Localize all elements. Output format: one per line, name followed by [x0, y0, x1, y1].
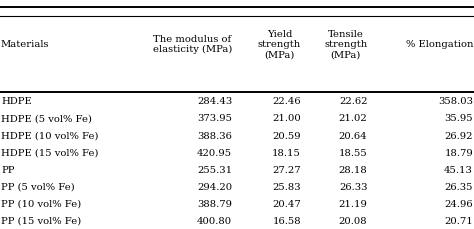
Text: 26.92: 26.92 — [445, 131, 473, 141]
Text: 18.79: 18.79 — [444, 149, 473, 158]
Text: PP: PP — [1, 166, 14, 175]
Text: 420.95: 420.95 — [197, 149, 232, 158]
Text: 400.80: 400.80 — [197, 217, 232, 226]
Text: 26.33: 26.33 — [339, 183, 367, 192]
Text: 25.83: 25.83 — [273, 183, 301, 192]
Text: PP (10 vol% Fe): PP (10 vol% Fe) — [1, 200, 81, 209]
Text: Materials: Materials — [1, 40, 49, 49]
Text: 255.31: 255.31 — [197, 166, 232, 175]
Text: 373.95: 373.95 — [197, 114, 232, 123]
Text: 20.59: 20.59 — [273, 131, 301, 141]
Text: 24.96: 24.96 — [445, 200, 473, 209]
Text: HDPE (5 vol% Fe): HDPE (5 vol% Fe) — [1, 114, 92, 123]
Text: 21.00: 21.00 — [272, 114, 301, 123]
Text: 284.43: 284.43 — [197, 97, 232, 106]
Text: 294.20: 294.20 — [197, 183, 232, 192]
Text: The modulus of
elasticity (MPa): The modulus of elasticity (MPa) — [153, 35, 232, 55]
Text: 26.35: 26.35 — [445, 183, 473, 192]
Text: 21.02: 21.02 — [338, 114, 367, 123]
Text: 45.13: 45.13 — [444, 166, 473, 175]
Text: 27.27: 27.27 — [273, 166, 301, 175]
Text: PP (5 vol% Fe): PP (5 vol% Fe) — [1, 183, 75, 192]
Text: 20.08: 20.08 — [339, 217, 367, 226]
Text: 22.46: 22.46 — [273, 97, 301, 106]
Text: 21.19: 21.19 — [338, 200, 367, 209]
Text: Tensile
strength
(MPa): Tensile strength (MPa) — [324, 30, 367, 60]
Text: 22.62: 22.62 — [339, 97, 367, 106]
Text: 20.71: 20.71 — [444, 217, 473, 226]
Text: 35.95: 35.95 — [445, 114, 473, 123]
Text: HDPE (15 vol% Fe): HDPE (15 vol% Fe) — [1, 149, 99, 158]
Text: 18.15: 18.15 — [272, 149, 301, 158]
Text: Yield
strength
(MPa): Yield strength (MPa) — [258, 30, 301, 60]
Text: 20.47: 20.47 — [272, 200, 301, 209]
Text: 20.64: 20.64 — [339, 131, 367, 141]
Text: 18.55: 18.55 — [338, 149, 367, 158]
Text: 16.58: 16.58 — [273, 217, 301, 226]
Text: 388.79: 388.79 — [197, 200, 232, 209]
Text: HDPE (10 vol% Fe): HDPE (10 vol% Fe) — [1, 131, 99, 141]
Text: 358.03: 358.03 — [438, 97, 473, 106]
Text: HDPE: HDPE — [1, 97, 32, 106]
Text: PP (15 vol% Fe): PP (15 vol% Fe) — [1, 217, 81, 226]
Text: % Elongation: % Elongation — [406, 40, 473, 49]
Text: 388.36: 388.36 — [197, 131, 232, 141]
Text: 28.18: 28.18 — [338, 166, 367, 175]
